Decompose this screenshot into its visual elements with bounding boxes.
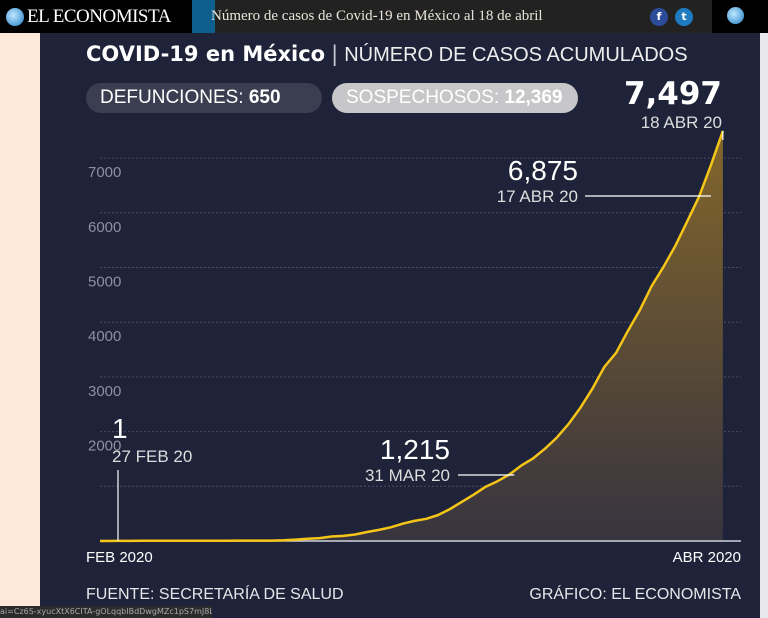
y-tick-label: 5000 — [88, 274, 121, 291]
cases-area — [100, 130, 723, 541]
annotation-date-apr17: 17 ABR 20 — [497, 187, 578, 206]
annotation-value-apr17: 6,875 — [508, 155, 578, 186]
suspected-badge: SOSPECHOSOS: 12,369 — [332, 83, 578, 113]
title-main: COVID-19 en México — [86, 42, 326, 66]
article-headline: Número de casos de Covid-19 en México al… — [211, 8, 543, 24]
globe-logo-icon — [6, 7, 24, 26]
cases-line — [99, 130, 725, 543]
y-tick-label: 4000 — [88, 328, 121, 345]
headline-accent — [192, 0, 215, 33]
facebook-icon[interactable]: f — [650, 8, 668, 26]
title-separator: | — [331, 42, 339, 66]
annotation-date-first: 27 FEB 20 — [112, 447, 192, 466]
source-note: FUENTE: SECRETARÍA DE SALUD — [86, 586, 344, 603]
title-subtitle: NÚMERO DE CASOS ACUMULADOS — [344, 44, 688, 66]
suspected-value: 12,369 — [504, 87, 563, 108]
status-bar-url: ai=Cz6S-xyucXtX6CITA-gOLqqbIBdDwgMZc1pS7… — [0, 606, 212, 618]
suspected-label: SOSPECHOSOS: — [346, 87, 500, 108]
site-header: EL ECONOMISTA Número de casos de Covid-1… — [0, 0, 768, 33]
latest-value: 7,497 — [623, 76, 722, 112]
left-sidebar — [0, 33, 40, 618]
deaths-badge: DEFUNCIONES: 650 — [86, 83, 322, 113]
twitter-icon[interactable]: t — [675, 8, 693, 26]
x-end-label: ABR 2020 — [673, 549, 741, 566]
y-tick-label: 3000 — [88, 383, 121, 400]
y-tick-label: 2000 — [88, 438, 121, 455]
logo-text: EL ECONOMISTA — [27, 5, 171, 27]
scrollbar[interactable] — [760, 33, 768, 618]
latest-date: 18 ABR 20 — [640, 113, 722, 132]
y-tick-label: 6000 — [88, 219, 121, 236]
deaths-value: 650 — [248, 87, 281, 108]
app-logo-icon[interactable] — [727, 7, 744, 24]
annotation-value-first: 1 — [112, 413, 128, 444]
annotation-date-mar31: 31 MAR 20 — [365, 466, 450, 485]
credit-note: GRÁFICO: EL ECONOMISTA — [529, 586, 741, 603]
site-logo[interactable]: EL ECONOMISTA — [0, 0, 192, 33]
annotation-value-mar31: 1,215 — [380, 434, 450, 465]
chart-title: COVID-19 en México | NÚMERO DE CASOS ACUMU… — [86, 42, 688, 67]
y-tick-label: 7000 — [88, 164, 121, 181]
x-start-label: FEB 2020 — [86, 549, 153, 566]
deaths-label: DEFUNCIONES: — [100, 87, 244, 108]
